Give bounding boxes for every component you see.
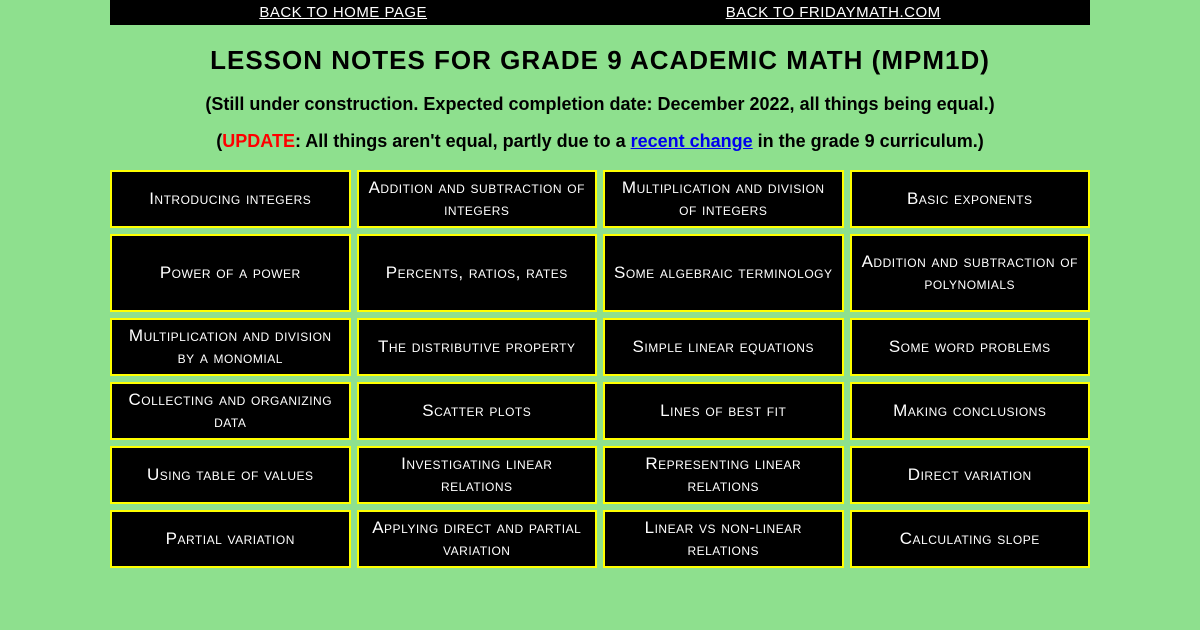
lesson-cell[interactable]: Multiplication and division of integers — [603, 170, 844, 228]
recent-change-link[interactable]: recent change — [631, 131, 753, 151]
lesson-cell[interactable]: Power of a power — [110, 234, 351, 312]
update-text-end: in the grade 9 curriculum.) — [753, 131, 984, 151]
lesson-cell[interactable]: Partial variation — [110, 510, 351, 568]
lesson-cell[interactable]: Direct variation — [850, 446, 1091, 504]
update-text-mid: : All things aren't equal, partly due to… — [295, 131, 631, 151]
lesson-cell[interactable]: Addition and subtraction of integers — [357, 170, 598, 228]
lesson-cell[interactable]: Multiplication and division by a monomia… — [110, 318, 351, 376]
lesson-cell[interactable]: Percents, ratios, rates — [357, 234, 598, 312]
subtitle-construction: (Still under construction. Expected comp… — [110, 94, 1090, 115]
lesson-cell[interactable]: Simple linear equations — [603, 318, 844, 376]
lesson-cell[interactable]: Introducing integers — [110, 170, 351, 228]
subtitle-update: (UPDATE: All things aren't equal, partly… — [110, 131, 1090, 152]
lesson-cell[interactable]: Addition and subtraction of polynomials — [850, 234, 1091, 312]
lesson-cell[interactable]: Applying direct and partial variation — [357, 510, 598, 568]
lesson-cell[interactable]: The distributive property — [357, 318, 598, 376]
lesson-cell[interactable]: Some word problems — [850, 318, 1091, 376]
page-title: LESSON NOTES FOR GRADE 9 ACADEMIC MATH (… — [110, 45, 1090, 76]
lesson-cell[interactable]: Scatter plots — [357, 382, 598, 440]
lesson-cell[interactable]: Linear vs non-linear relations — [603, 510, 844, 568]
fridaymath-link[interactable]: BACK TO FRIDAYMATH.COM — [726, 4, 941, 21]
lesson-cell[interactable]: Basic exponents — [850, 170, 1091, 228]
lesson-cell[interactable]: Representing linear relations — [603, 446, 844, 504]
lesson-cell[interactable]: Lines of best fit — [603, 382, 844, 440]
lesson-cell[interactable]: Using table of values — [110, 446, 351, 504]
lesson-cell[interactable]: Collecting and organizing data — [110, 382, 351, 440]
update-label: UPDATE — [222, 131, 295, 151]
lessons-grid: Introducing integers Addition and subtra… — [110, 170, 1090, 568]
top-nav-bar: BACK TO HOME PAGE BACK TO FRIDAYMATH.COM — [110, 0, 1090, 25]
home-link[interactable]: BACK TO HOME PAGE — [259, 4, 427, 21]
lesson-cell[interactable]: Investigating linear relations — [357, 446, 598, 504]
main-content: LESSON NOTES FOR GRADE 9 ACADEMIC MATH (… — [0, 25, 1200, 568]
lesson-cell[interactable]: Calculating slope — [850, 510, 1091, 568]
lesson-cell[interactable]: Some algebraic terminology — [603, 234, 844, 312]
lesson-cell[interactable]: Making conclusions — [850, 382, 1091, 440]
